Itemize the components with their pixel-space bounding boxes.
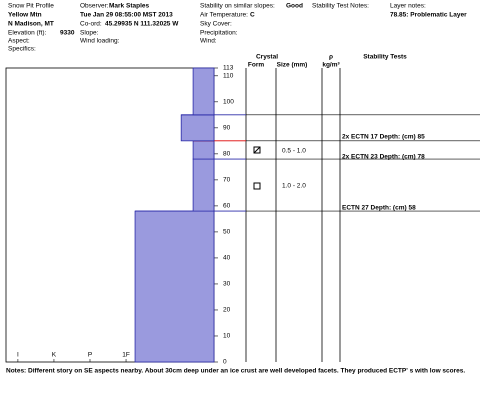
date: Tue Jan 29 08:55:00 MST 2013 <box>80 12 173 19</box>
coord-label: Co-ord: <box>80 21 102 28</box>
crystal-form-icon <box>253 146 261 154</box>
y-tick-label: 10 <box>223 333 231 340</box>
y-tick-label: 20 <box>223 307 231 314</box>
x-tick-label: K <box>52 352 57 359</box>
col-stability: Stability Tests <box>363 54 407 61</box>
hardness-layer <box>192 158 215 212</box>
crystal-size: 0.5 - 1.0 <box>282 148 306 155</box>
stability-label: Stability on similar slopes: <box>200 3 275 10</box>
y-tick-label: 0 <box>223 359 227 366</box>
x-tick-label: I <box>17 352 19 359</box>
y-tick-label: 100 <box>223 99 234 106</box>
air-temp: C <box>250 12 255 19</box>
wind-loading: Wind loading: <box>80 38 120 45</box>
specifics: Specifics: <box>8 46 36 53</box>
col-rho-unit: kg/m³ <box>322 62 340 69</box>
y-tick-label: 40 <box>223 255 231 262</box>
y-tick-label: 80 <box>223 151 231 158</box>
y-tick-label: 110 <box>223 73 234 80</box>
x-tick-label: 1F <box>122 352 130 359</box>
wind: Wind: <box>200 38 217 45</box>
y-tick-label: 90 <box>223 125 231 132</box>
y-tick-label: 70 <box>223 177 231 184</box>
air-temp-label: Air Temperature: <box>200 12 248 19</box>
crystal-size: 1.0 - 2.0 <box>282 183 306 190</box>
hardness-layer <box>192 140 215 160</box>
observer-label: Observer: <box>80 3 109 10</box>
col-rho: ρ <box>329 54 333 61</box>
stability: Good <box>286 3 303 10</box>
title: Snow Pit Profile <box>8 3 54 10</box>
hardness-layer <box>134 210 215 363</box>
stability-test: 2x ECTN 17 Depth: (cm) 85 <box>342 134 425 141</box>
sky: Sky Cover: <box>200 21 232 28</box>
location: Yellow Mtn <box>8 12 42 19</box>
layer-notes-label: Layer notes: <box>390 3 426 10</box>
crystal-form-icon <box>253 146 261 154</box>
y-tick-label: 50 <box>223 229 231 236</box>
hardness-layer <box>180 114 215 142</box>
col-form: Form <box>248 62 264 69</box>
hardness-layer <box>192 67 215 116</box>
test-notes: Stability Test Notes: <box>312 3 369 10</box>
stability-test: 2x ECTN 23 Depth: (cm) 78 <box>342 154 425 161</box>
aspect: Aspect: <box>8 38 30 45</box>
crystal-form-icon <box>253 182 261 190</box>
stability-test: ECTN 27 Depth: (cm) 58 <box>342 205 416 212</box>
precip: Precipitation: <box>200 30 238 37</box>
y-tick-label: 60 <box>223 203 231 210</box>
layer-note: 78.85: Problematic Layer <box>390 12 467 19</box>
col-crystal: Crystal <box>256 54 278 61</box>
y-tick-label: 30 <box>223 281 231 288</box>
x-tick-label: P <box>88 352 92 359</box>
y-tick-label: 113 <box>223 65 234 72</box>
elevation: 9330 <box>60 30 75 37</box>
notes: Notes: Different story on SE aspects nea… <box>6 368 465 375</box>
col-size: Size (mm) <box>277 62 308 69</box>
elevation-label: Elevation (ft): <box>8 30 46 37</box>
observer: Mark Staples <box>109 3 149 10</box>
coord: 45.29935 N 111.32025 W <box>105 21 179 28</box>
slope: Slope: <box>80 30 99 37</box>
region: N Madison, MT <box>8 21 54 28</box>
